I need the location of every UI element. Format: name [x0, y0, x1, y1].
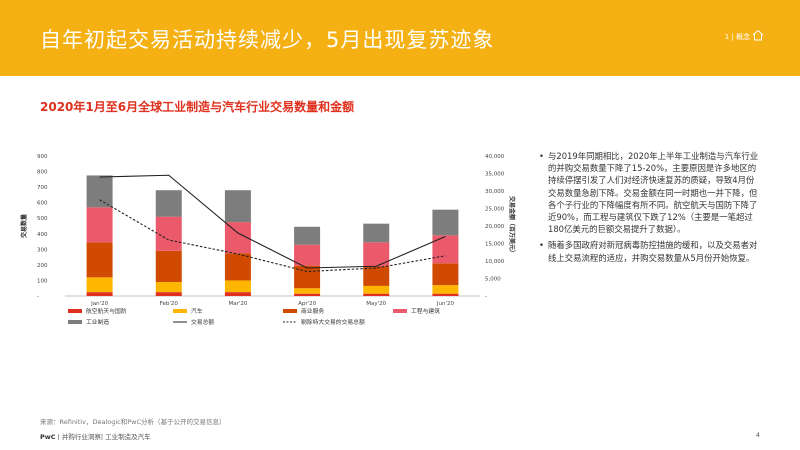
y-left-tick-label: 100 [37, 278, 48, 284]
y-right-tick-label: 35,000 [485, 172, 505, 178]
legend-label: 工程与建筑 [411, 307, 440, 315]
y-left-tick-label: 500 [37, 216, 48, 222]
header-bar: 自年初起交易活动持续减少，5月出现复苏迹象 1 | 概念 [0, 0, 800, 76]
bar-segment [294, 244, 321, 266]
bar-segment [294, 288, 321, 294]
commentary-bullet-1: 与2019年同期相比，2020年上半年工业制造与汽车行业的并购交易数量下降了15… [539, 150, 761, 235]
bar-segment [86, 277, 113, 293]
legend-label: 工业制造 [86, 318, 109, 326]
bar-segment [363, 285, 390, 294]
legend-swatch [173, 309, 187, 313]
chart: 900 800 700 600 500 400 300 200 100 - 40,000 35,000… [20, 154, 516, 326]
y-left-tick-label: 300 [37, 247, 48, 253]
bar-segment [224, 280, 251, 293]
legend-swatch [68, 309, 82, 313]
bar-segment [363, 223, 390, 243]
y-left-tick-label: - [37, 294, 39, 300]
y-left-tick-label: 900 [37, 154, 48, 160]
home-icon[interactable] [752, 29, 764, 41]
bar-segment [224, 253, 251, 281]
y-right-tick-label: 30,000 [485, 189, 505, 195]
footer-brand: PwC [40, 433, 56, 441]
bar-segment [155, 250, 182, 282]
y-right-tick-label: 25,000 [485, 207, 505, 213]
line-series-dashed [99, 199, 446, 273]
commentary-bullet-2: 随着多国政府对新冠病毒防控措施的缓和，以及交易者对线上交易流程的适应，并购交易数… [539, 239, 761, 263]
bar-segment [363, 266, 390, 286]
bar-segment [155, 216, 182, 251]
bar-segment [86, 242, 113, 278]
y-left-tick-label: 600 [37, 201, 48, 207]
y-left-tick-label: 200 [37, 263, 48, 269]
y-right-tick-label: - [485, 294, 487, 300]
legend-swatch [283, 309, 297, 313]
x-tick-label: Feb'20 [160, 301, 179, 307]
source-note: 来源：Refinitiv，Dealogic和PwC分析（基于公开的交易信息） [40, 418, 226, 426]
bar-segment [155, 282, 182, 293]
y-left-tick-label: 400 [37, 232, 48, 238]
footer: PwC | 并购行业洞察| 工业制造及汽车 [40, 431, 151, 441]
legend-label: 商业服务 [301, 307, 324, 315]
legend-label: 交易总额 [191, 318, 214, 326]
chart-title: 2020年1月至6月全球工业制造与汽车行业交易数量和金额 [40, 100, 355, 114]
y-right-tick-label: 20,000 [485, 224, 505, 230]
x-tick-label: Apr'20 [298, 301, 317, 307]
page-title: 自年初起交易活动持续减少，5月出现复苏迹象 [40, 28, 495, 52]
section-nav-link[interactable]: 1 | 概念 [724, 33, 750, 41]
bar-segment [432, 293, 459, 296]
y-right-tick-label: 5,000 [485, 277, 501, 283]
y-left-tick-label: 800 [37, 170, 48, 176]
line-series-solid [99, 174, 446, 269]
bar-segment [432, 263, 459, 286]
bar-segment [86, 207, 113, 243]
legend-label: 航空航天与国防 [86, 307, 127, 315]
bar-segment [224, 292, 251, 296]
bar-segment [86, 175, 113, 208]
y-right-tick-label: 40,000 [485, 154, 505, 160]
y-left-axis-label: 交易数量 [20, 214, 28, 238]
y-left-tick-label: 700 [37, 185, 48, 191]
legend-swatch [393, 309, 407, 313]
bar-segment [294, 293, 321, 296]
legend-label: 汽车 [191, 307, 203, 315]
x-tick-label: May'20 [366, 301, 386, 307]
x-tick-label: Jan'20 [90, 301, 108, 307]
bar-segment [432, 285, 459, 294]
legend-swatch [68, 320, 82, 324]
bar-segment [155, 190, 182, 217]
footer-text: | 并购行业洞察| 工业制造及汽车 [55, 433, 151, 441]
y-right-tick-label: 10,000 [485, 259, 505, 265]
bar-segment [224, 190, 251, 223]
bar-segment [294, 226, 321, 245]
y-right-axis-label: 交易金额（百万美元） [508, 196, 516, 256]
bar-segment [155, 292, 182, 296]
page-number: 4 [755, 431, 760, 439]
bar-segment [432, 235, 459, 264]
legend-label: 剔除特大交易的交易总额 [301, 318, 365, 326]
bar-segment [86, 292, 113, 296]
commentary-list: 与2019年同期相比，2020年上半年工业制造与汽车行业的并购交易数量下降了15… [539, 150, 761, 268]
x-tick-label: Mar'20 [228, 301, 247, 307]
bar-segment [363, 293, 390, 296]
bar-segment [432, 209, 459, 236]
y-right-tick-label: 15,000 [485, 242, 505, 248]
x-tick-label: Jun'20 [436, 301, 455, 307]
